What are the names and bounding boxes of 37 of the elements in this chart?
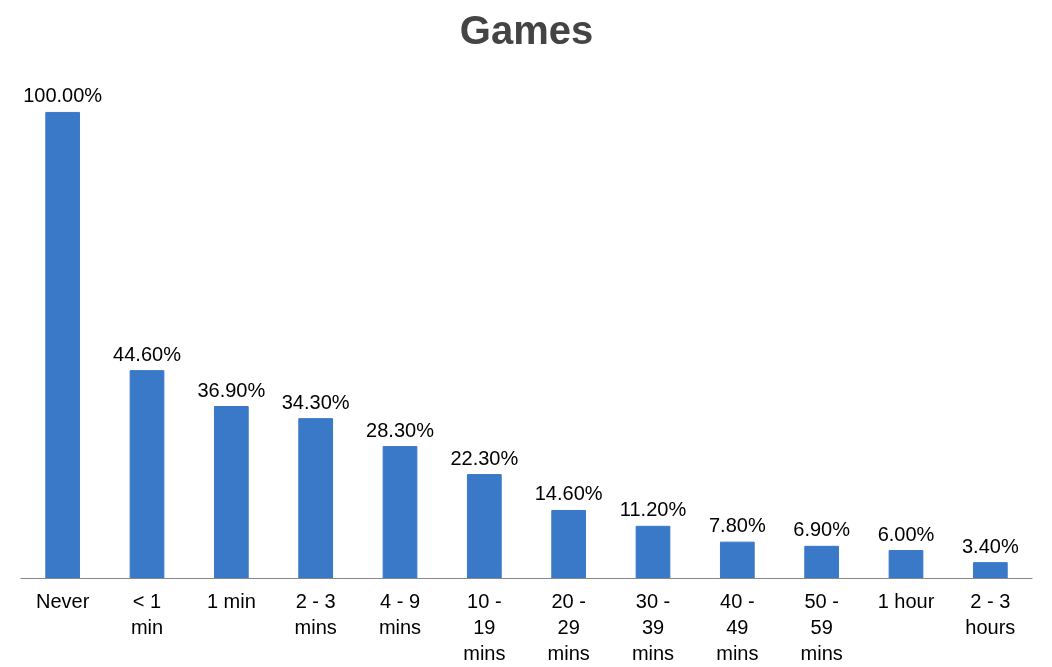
- data-label: 3.40%: [961, 534, 1019, 557]
- bar: [804, 545, 840, 579]
- bar: [551, 509, 587, 579]
- x-tick-label: 10 - 19 mins: [463, 589, 506, 665]
- bar: [635, 525, 671, 579]
- chart-title: Games: [459, 7, 594, 52]
- data-label: 34.30%: [281, 390, 350, 413]
- x-tick-label: 40 - 49 mins: [716, 589, 759, 665]
- data-label: 36.90%: [197, 378, 266, 401]
- data-label: 44.60%: [113, 342, 182, 365]
- bar: [719, 541, 755, 579]
- bar: [213, 406, 249, 579]
- x-tick-label: 1 hour: [877, 589, 935, 612]
- x-tick-label: 2 - 3 hours: [965, 589, 1016, 638]
- x-tick-label: < 1 min: [130, 589, 164, 638]
- data-label: 28.30%: [366, 418, 435, 441]
- bar: [129, 370, 165, 579]
- bar: [466, 474, 502, 579]
- data-label: 7.80%: [708, 514, 766, 537]
- data-label: 6.90%: [793, 518, 851, 541]
- bar: [888, 550, 924, 579]
- x-tick-label: 2 - 3 mins: [294, 589, 337, 638]
- bar: [45, 111, 81, 579]
- x-tick-label: 4 - 9 mins: [378, 589, 422, 638]
- data-label: 11.20%: [619, 498, 687, 521]
- data-label: 14.60%: [534, 482, 603, 505]
- bar: [972, 562, 1008, 579]
- x-tick-label: 30 - 39 mins: [631, 589, 675, 665]
- bar: [382, 446, 418, 579]
- data-label: 100.00%: [23, 84, 103, 107]
- x-tick-label: 1 min: [206, 589, 256, 612]
- data-label: 22.30%: [450, 446, 519, 469]
- data-label: 6.00%: [877, 522, 935, 545]
- x-tick-label: Never: [35, 589, 90, 612]
- bar: [298, 418, 334, 579]
- x-tick-label: 20 - 29 mins: [547, 589, 590, 665]
- x-tick-label: 50 - 59 mins: [800, 589, 843, 665]
